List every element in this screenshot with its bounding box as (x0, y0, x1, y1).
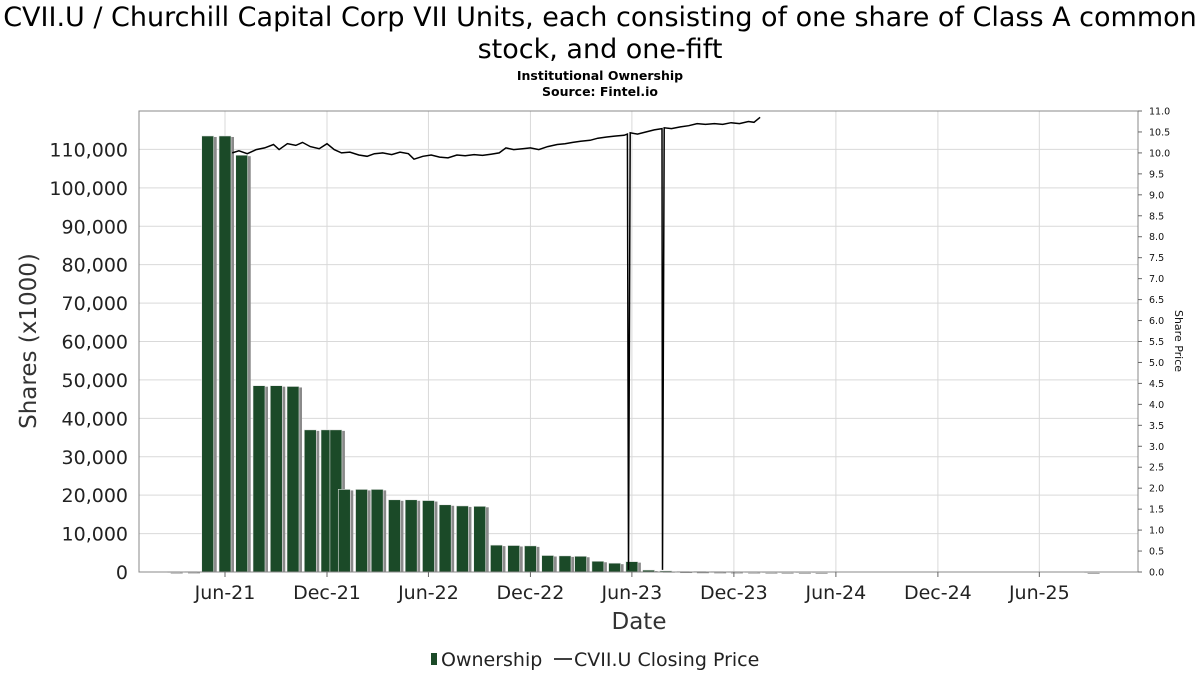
x-axis-ticks: Jun-21 Dec-21 Jun-22 Dec-22 Jun-23 Dec-23 Jun-… (194, 572, 1070, 604)
y-tick-label: 10,000 (62, 524, 128, 546)
y2-tick-label: 5.5 (1149, 337, 1164, 348)
x-tick-label: Dec-24 (904, 582, 972, 604)
subtitle-line-1: Institutional Ownership (516, 68, 684, 83)
x-tick-label: Jun-24 (805, 582, 867, 604)
ownership-bar (286, 386, 300, 573)
bar-shadow (730, 572, 743, 574)
ownership-bar (473, 506, 487, 573)
left-axis-ticks: 0 10,000 20,000 30,000 40,000 50,000 60,000 70,… (49, 139, 128, 584)
y2-tick-label: 7.0 (1149, 274, 1164, 285)
x-tick-label: Dec-23 (700, 582, 768, 604)
y2-tick-label: 0.0 (1149, 568, 1164, 579)
x-tick-label: Dec-22 (497, 582, 565, 604)
ownership-bar (422, 500, 435, 573)
y2-tick-label: 3.5 (1149, 421, 1164, 432)
ownership-bar (337, 489, 351, 573)
price-line (231, 116, 761, 570)
bar-shadow (798, 572, 811, 574)
ownership-bar (252, 385, 266, 573)
chart-subtitle: Institutional Ownership Source: Fintel.i… (0, 68, 1200, 100)
y-tick-label: 110,000 (49, 139, 128, 161)
bar-shadow (781, 572, 794, 574)
y2-tick-label: 10.0 (1149, 148, 1170, 159)
ownership-bar (625, 561, 639, 573)
legend: Ownership CVII.U Closing Price (431, 649, 759, 671)
y-tick-label: 40,000 (62, 408, 128, 430)
x-axis-title: Date (612, 609, 667, 635)
bar-shadow (765, 572, 778, 574)
y-tick-label: 50,000 (62, 370, 128, 392)
ownership-bar (269, 385, 283, 573)
ownership-bar (456, 505, 469, 573)
ownership-bar (370, 489, 384, 573)
x-tick-label: Jun-25 (1008, 582, 1070, 604)
y-tick-label: 80,000 (62, 255, 128, 277)
y2-tick-label: 4.5 (1149, 379, 1164, 390)
y2-tick-label: 8.0 (1149, 232, 1164, 243)
y2-tick-label: 1.5 (1149, 505, 1164, 516)
bar-shadow (696, 572, 709, 574)
x-tick-label: Jun-21 (194, 582, 256, 604)
y2-tick-label: 6.0 (1149, 316, 1164, 327)
ownership-bar (574, 555, 587, 573)
bar-shadow (714, 572, 727, 574)
y2-tick-label: 0.5 (1149, 547, 1164, 558)
bar-shadow (748, 572, 761, 574)
ownership-bar (201, 135, 215, 573)
y2-tick-label: 5.0 (1149, 358, 1164, 369)
y2-tick-label: 2.0 (1149, 484, 1164, 495)
ownership-bar (541, 555, 555, 573)
ownership-bar (235, 154, 249, 573)
ownership-bar (404, 499, 418, 573)
y-tick-label: 30,000 (62, 447, 128, 469)
ownership-bar (591, 560, 605, 573)
y2-tick-label: 8.5 (1149, 211, 1164, 222)
ownership-bar (490, 544, 503, 573)
ownership-bar (524, 545, 537, 573)
legend-ownership-swatch (431, 653, 437, 665)
bar-shadow (815, 572, 828, 574)
y2-tick-label: 7.5 (1149, 253, 1164, 264)
subtitle-line-2: Source: Fintel.io (542, 84, 658, 99)
bar-shadow (170, 572, 183, 574)
y2-tick-label: 1.0 (1149, 526, 1164, 537)
y-axis-title: Shares (x1000) (16, 253, 42, 429)
ownership-bar (303, 429, 317, 573)
y-tick-label: 20,000 (62, 485, 128, 507)
ownership-bar (218, 135, 232, 573)
ownership-bar (388, 499, 401, 573)
y2-tick-label: 4.0 (1149, 400, 1164, 411)
y-tick-label: 60,000 (62, 332, 128, 354)
chart-title: CVII.U / Churchill Capital Corp VII Unit… (3, 2, 1197, 65)
x-tick-label: Jun-22 (397, 582, 459, 604)
bar-shadow (188, 572, 200, 574)
y2-tick-label: 11.0 (1149, 107, 1170, 118)
y2-tick-label: 9.5 (1149, 169, 1164, 180)
ownership-bars (167, 135, 1100, 574)
bar-shadow (680, 572, 693, 574)
ownership-bar (608, 562, 621, 573)
legend-price-label: CVII.U Closing Price (574, 649, 759, 671)
y-tick-label: 100,000 (49, 178, 128, 200)
y2-tick-label: 2.5 (1149, 463, 1164, 474)
ownership-bar (355, 489, 368, 573)
y2-tick-label: 10.5 (1149, 127, 1170, 138)
bar-shadow (1087, 572, 1100, 574)
y-tick-label: 70,000 (62, 293, 128, 315)
ownership-bar (507, 545, 521, 573)
y2-tick-label: 6.5 (1149, 295, 1164, 306)
legend-ownership-label: Ownership (441, 649, 542, 671)
ownership-bar (438, 504, 452, 573)
y2-axis-title: Share Price (1172, 310, 1185, 372)
y-tick-label: 90,000 (62, 216, 128, 238)
right-axis-ticks: 0.0 0.5 1.0 1.5 2.0 2.5 3.0 3.5 4.0 4.5 5.0 5.5 6.0 6… (1138, 107, 1170, 579)
y2-tick-label: 3.0 (1149, 442, 1164, 453)
ownership-bar (558, 555, 572, 573)
x-tick-label: Dec-21 (293, 582, 361, 604)
x-tick-label: Jun-23 (601, 582, 663, 604)
price-line-layer (231, 116, 761, 570)
y2-tick-label: 9.0 (1149, 190, 1164, 201)
y-tick-label: 0 (116, 562, 128, 584)
